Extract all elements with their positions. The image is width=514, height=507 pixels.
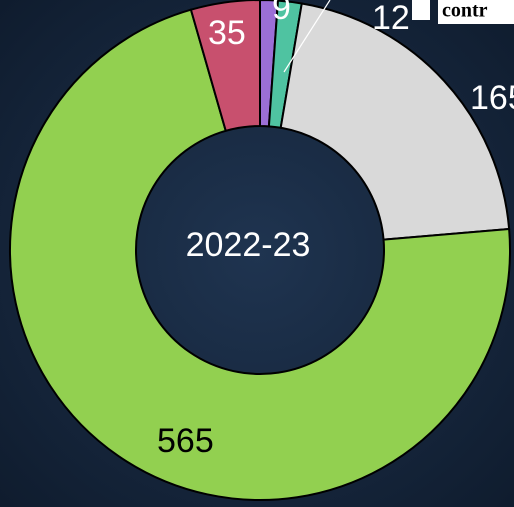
- data-label: 12: [372, 0, 410, 37]
- data-label: 565: [157, 422, 214, 460]
- leader-line: [283, 0, 331, 73]
- donut-slice: [279, 2, 511, 241]
- legend-swatch: [412, 0, 430, 20]
- data-label: 9: [272, 0, 291, 27]
- data-label: 165: [470, 79, 514, 117]
- legend-box: [438, 0, 514, 24]
- data-label: 35: [208, 14, 246, 52]
- donut-slice: [189, 0, 261, 133]
- legend-text: contr: [442, 0, 488, 22]
- donut-slice: [9, 8, 511, 501]
- center-text: 2022-23: [186, 226, 311, 264]
- donut: [9, 0, 511, 501]
